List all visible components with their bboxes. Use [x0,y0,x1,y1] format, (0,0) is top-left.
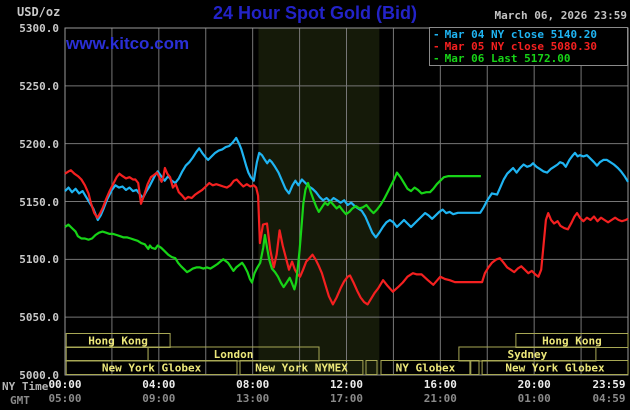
session-label-new-york-nymex: New York NYMEX [255,362,348,375]
y-tick-5150: 5150.0 [19,195,59,209]
x-axis-row-label-gmt: GMT [10,394,30,407]
chart-title: 24 Hour Spot Gold (Bid) [213,3,417,23]
x-tick-row-ny-2359: 23:59 [592,378,626,391]
legend-line-swatch-mar04: - [433,28,440,41]
chart-datetime: March 06, 2026 23:59 [494,9,627,22]
session-label-sydney: Sydney [508,348,548,361]
session-label-new-york-globex: New York Globex [102,362,202,375]
y-axis-units-label: USD/oz [17,5,61,19]
x-tick-row-ny-2000: 20:00 [517,378,551,391]
series-line-mar06 [64,171,481,291]
y-tick-5050: 5050.0 [19,311,59,325]
y-tick-5200: 5200.0 [19,137,59,151]
session-box-unlabeled [365,360,378,375]
session-label-hong-kong: Hong Kong [542,335,602,348]
x-tick-row-gmt-0900: 09:00 [142,392,176,405]
session-box-new-york-nymex [239,360,364,375]
legend-line-swatch-mar06: - [433,52,440,65]
session-label-hong-kong: Hong Kong [88,335,148,348]
x-tick-row-ny-0400: 04:00 [142,378,176,391]
x-tick-row-gmt-0500: 05:00 [48,392,82,405]
legend-item-mar04: - Mar 04 NY close 5140.20 [433,29,627,41]
x-tick-row-gmt-0100: 01:00 [517,392,551,405]
session-box-ny-globex [380,360,471,375]
x-tick-row-gmt-0459: 04:59 [592,392,626,405]
session-label-london: London [214,348,254,361]
y-tick-5300: 5300.0 [19,22,59,35]
session-box-unlabeled [470,360,480,375]
y-tick-5100: 5100.0 [19,253,59,267]
x-axis-row-label-ny-time: NY Time [2,380,49,393]
x-tick-row-ny-1600: 16:00 [423,378,457,391]
x-tick-row-gmt-1300: 13:00 [236,392,270,405]
x-tick-row-ny-0000: 00:00 [48,378,82,391]
legend-label-mar05: Mar 05 NY close 5080.30 [444,40,597,53]
legend-item-mar05: - Mar 05 NY close 5080.30 [433,41,627,53]
legend-line-swatch-mar05: - [433,40,440,53]
session-box-unlabeled [65,346,149,362]
legend-label-mar06: Mar 06 Last 5172.00 [444,52,571,65]
x-tick-row-ny-1200: 12:00 [329,378,364,391]
x-tick-row-gmt-1700: 17:00 [329,392,364,405]
y-tick-5250: 5250.0 [19,79,59,93]
kitco-watermark: www.kitco.com [66,34,190,53]
session-box-new-york-globex [65,360,238,375]
legend-label-mar04: Mar 04 NY close 5140.20 [444,28,597,41]
series-line-mar05 [64,166,629,306]
x-tick-row-gmt-2100: 21:00 [423,392,457,405]
session-label-ny-globex: NY Globex [396,362,456,375]
y-tick-5000: 5000.0 [19,369,59,382]
session-box-new-york-globex [481,360,629,375]
legend-item-mar06: - Mar 06 Last 5172.00 [433,53,627,65]
session-label-new-york-globex: New York Globex [505,362,605,375]
x-tick-row-ny-0800: 08:00 [236,378,270,391]
legend-box: - Mar 04 NY close 5140.20 - Mar 05 NY clos… [429,27,628,66]
